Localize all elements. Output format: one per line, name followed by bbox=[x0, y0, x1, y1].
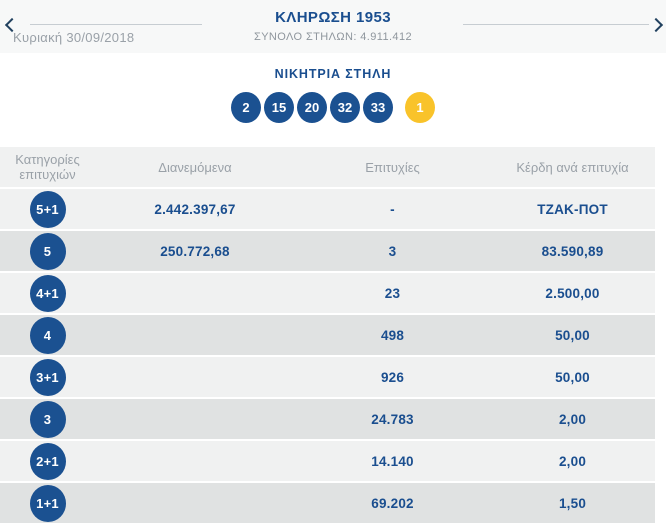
column-header-distributed: Διανεμόμενα bbox=[158, 159, 232, 175]
successes-value: 24.783 bbox=[371, 411, 414, 427]
table-row: 1+1 69.202 1,50 bbox=[0, 483, 655, 523]
left-divider-line bbox=[30, 24, 202, 25]
winnings-value: 50,00 bbox=[555, 327, 590, 343]
winning-numbers: 2 15 20 32 33 1 bbox=[0, 92, 666, 123]
table-row: 3+1 926 50,00 bbox=[0, 357, 655, 397]
category-badge: 3+1 bbox=[29, 358, 66, 396]
winning-column-section: ΝΙΚΗΤΡΙΑ ΣΤΗΛΗ 2 15 20 32 33 1 bbox=[0, 53, 666, 147]
category-badge: 1+1 bbox=[29, 484, 66, 522]
winning-number-ball: 2 bbox=[231, 92, 261, 123]
category-badge: 5 bbox=[29, 232, 66, 270]
draw-navigation-bar: Κυριακή 30/09/2018 ΚΛΗΡΩΣΗ 1953 ΣΥΝΟΛΟ Σ… bbox=[0, 0, 666, 53]
table-row: 3 24.783 2,00 bbox=[0, 399, 655, 439]
total-columns-label: ΣΥΝΟΛΟ ΣΤΗΛΩΝ: 4.911.412 bbox=[254, 31, 412, 43]
winning-number-ball: 20 bbox=[297, 92, 327, 123]
category-badge: 4+1 bbox=[29, 274, 66, 312]
successes-value: 69.202 bbox=[371, 495, 414, 511]
right-divider-line bbox=[463, 24, 649, 25]
draw-date: Κυριακή 30/09/2018 bbox=[13, 30, 135, 45]
winning-number-ball: 33 bbox=[363, 92, 393, 123]
winnings-value: 83.590,89 bbox=[541, 243, 604, 259]
category-badge: 4 bbox=[29, 316, 66, 354]
table-row: 2+1 14.140 2,00 bbox=[0, 441, 655, 481]
successes-value: 498 bbox=[380, 327, 405, 343]
column-header-categories: Κατηγορίες επιτυχιών bbox=[15, 152, 80, 182]
successes-value: 3 bbox=[388, 243, 397, 259]
winnings-value: 50,00 bbox=[555, 369, 590, 385]
table-row: 4+1 23 2.500,00 bbox=[0, 273, 655, 313]
successes-value: 926 bbox=[380, 369, 405, 385]
category-badge: 2+1 bbox=[29, 442, 66, 480]
next-draw-chevron-icon[interactable] bbox=[648, 18, 662, 32]
distributed-value: 2.442.397,67 bbox=[154, 201, 236, 217]
prize-categories-table: Κατηγορίες επιτυχιών Διανεμόμενα Επιτυχί… bbox=[0, 147, 655, 523]
distributed-value: 250.772,68 bbox=[160, 243, 230, 259]
joker-number-ball: 1 bbox=[405, 92, 435, 123]
winning-number-ball: 15 bbox=[264, 92, 294, 123]
winning-number-ball: 32 bbox=[330, 92, 360, 123]
draw-title: ΚΛΗΡΩΣΗ 1953 bbox=[275, 9, 391, 26]
winnings-value: 2,00 bbox=[558, 411, 587, 427]
table-row: 5+1 2.442.397,67 - ΤΖΑΚ-ΠΟΤ bbox=[0, 189, 655, 229]
winnings-value: 2.500,00 bbox=[545, 285, 600, 301]
successes-value: - bbox=[390, 201, 395, 217]
column-header-successes: Επιτυχίες bbox=[365, 159, 420, 175]
winnings-value: ΤΖΑΚ-ΠΟΤ bbox=[537, 201, 608, 217]
successes-value: 23 bbox=[384, 285, 401, 301]
table-row: 5 250.772,68 3 83.590,89 bbox=[0, 231, 655, 271]
successes-value: 14.140 bbox=[371, 453, 414, 469]
table-header-row: Κατηγορίες επιτυχιών Διανεμόμενα Επιτυχί… bbox=[0, 147, 655, 187]
table-row: 4 498 50,00 bbox=[0, 315, 655, 355]
winning-column-heading: ΝΙΚΗΤΡΙΑ ΣΤΗΛΗ bbox=[274, 67, 392, 81]
winnings-value: 1,50 bbox=[558, 495, 587, 511]
column-header-winnings: Κέρδη ανά επιτυχία bbox=[516, 159, 629, 175]
category-badge: 5+1 bbox=[29, 190, 66, 228]
winnings-value: 2,00 bbox=[558, 453, 587, 469]
category-badge: 3 bbox=[29, 400, 66, 438]
